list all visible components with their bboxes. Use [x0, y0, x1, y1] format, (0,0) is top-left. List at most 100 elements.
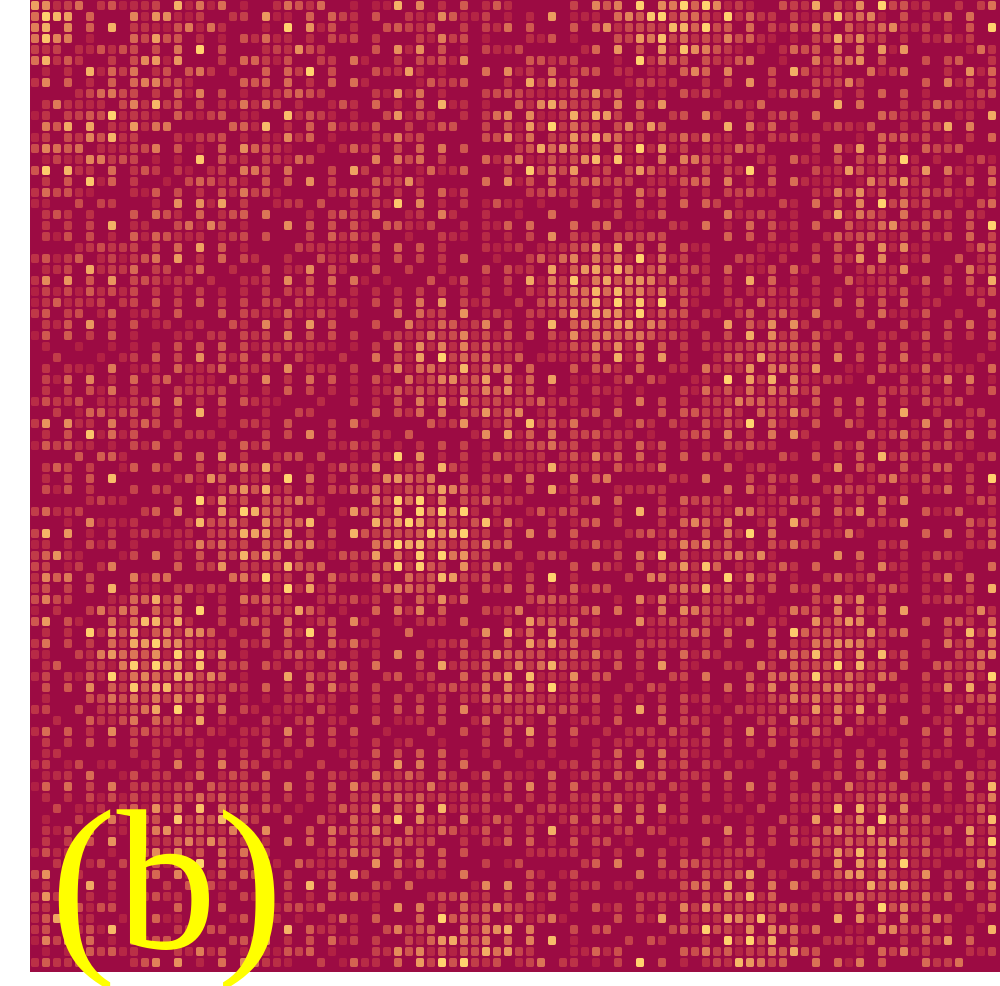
bright-spot	[229, 155, 237, 164]
bright-spot	[658, 408, 666, 417]
bright-spot	[834, 551, 842, 560]
bright-spot	[295, 496, 303, 505]
bright-spot	[64, 540, 72, 549]
bright-spot	[64, 947, 72, 956]
bright-spot	[405, 826, 413, 835]
bright-spot	[889, 276, 897, 285]
bright-spot	[416, 925, 424, 934]
bright-spot	[790, 331, 798, 340]
bright-spot	[823, 837, 831, 846]
bright-spot	[97, 793, 105, 802]
bright-spot	[372, 89, 380, 98]
bright-spot	[614, 958, 622, 967]
bright-spot	[636, 254, 644, 263]
bright-spot	[108, 540, 116, 549]
bright-spot	[350, 837, 358, 846]
bright-spot	[724, 540, 732, 549]
bright-spot	[284, 23, 292, 32]
bright-spot	[64, 122, 72, 131]
bright-spot	[416, 771, 424, 780]
bright-spot	[350, 551, 358, 560]
bright-spot	[86, 727, 94, 736]
bright-spot	[790, 375, 798, 384]
bright-spot	[31, 562, 39, 571]
bright-spot	[856, 166, 864, 175]
bright-spot	[438, 738, 446, 747]
bright-spot	[867, 848, 875, 857]
bright-spot	[273, 188, 281, 197]
bright-spot	[581, 111, 589, 120]
bright-spot	[911, 892, 919, 901]
bright-spot	[185, 870, 193, 879]
bright-spot	[559, 89, 567, 98]
bright-spot	[867, 221, 875, 230]
bright-spot	[592, 23, 600, 32]
bright-spot	[130, 309, 138, 318]
bright-spot	[647, 78, 655, 87]
bright-spot	[163, 573, 171, 582]
bright-spot	[548, 584, 556, 593]
bright-spot	[988, 518, 996, 527]
bright-spot	[922, 320, 930, 329]
bright-spot	[889, 947, 897, 956]
bright-spot	[614, 551, 622, 560]
bright-spot	[845, 595, 853, 604]
bright-spot	[669, 925, 677, 934]
bright-spot	[944, 122, 952, 131]
bright-spot	[317, 342, 325, 351]
bright-spot	[53, 749, 61, 758]
bright-spot	[449, 188, 457, 197]
bright-spot	[196, 518, 204, 527]
bright-spot	[845, 617, 853, 626]
bright-spot	[680, 452, 688, 461]
bright-spot	[515, 749, 523, 758]
bright-spot	[130, 23, 138, 32]
bright-spot	[53, 34, 61, 43]
bright-spot	[152, 210, 160, 219]
bright-spot	[306, 837, 314, 846]
bright-spot	[515, 397, 523, 406]
bright-spot	[548, 177, 556, 186]
bright-spot	[680, 441, 688, 450]
bright-spot	[86, 914, 94, 923]
bright-spot	[889, 287, 897, 296]
bright-spot	[812, 111, 820, 120]
bright-spot	[284, 903, 292, 912]
bright-spot	[141, 276, 149, 285]
bright-spot	[966, 672, 974, 681]
bright-spot	[383, 518, 391, 527]
bright-spot	[251, 364, 259, 373]
bright-spot	[746, 540, 754, 549]
bright-spot	[152, 716, 160, 725]
bright-spot	[515, 661, 523, 670]
bright-spot	[218, 892, 226, 901]
bright-spot	[240, 386, 248, 395]
bright-spot	[108, 364, 116, 373]
bright-spot	[273, 760, 281, 769]
bright-spot	[405, 353, 413, 362]
bright-spot	[515, 100, 523, 109]
bright-spot	[350, 815, 358, 824]
bright-spot	[284, 1, 292, 10]
bright-spot	[317, 23, 325, 32]
bright-spot	[757, 573, 765, 582]
bright-spot	[229, 430, 237, 439]
bright-spot	[680, 287, 688, 296]
bright-spot	[438, 166, 446, 175]
bright-spot	[163, 67, 171, 76]
bright-spot	[955, 804, 963, 813]
bright-spot	[779, 606, 787, 615]
bright-spot	[108, 705, 116, 714]
bright-spot	[614, 540, 622, 549]
bright-spot	[196, 463, 204, 472]
bright-spot	[636, 958, 644, 967]
bright-spot	[229, 683, 237, 692]
bright-spot	[988, 243, 996, 252]
bright-spot	[75, 870, 83, 879]
bright-spot	[493, 474, 501, 483]
bright-spot	[548, 683, 556, 692]
bright-spot	[944, 474, 952, 483]
bright-spot	[504, 309, 512, 318]
bright-spot	[383, 331, 391, 340]
bright-spot	[31, 936, 39, 945]
